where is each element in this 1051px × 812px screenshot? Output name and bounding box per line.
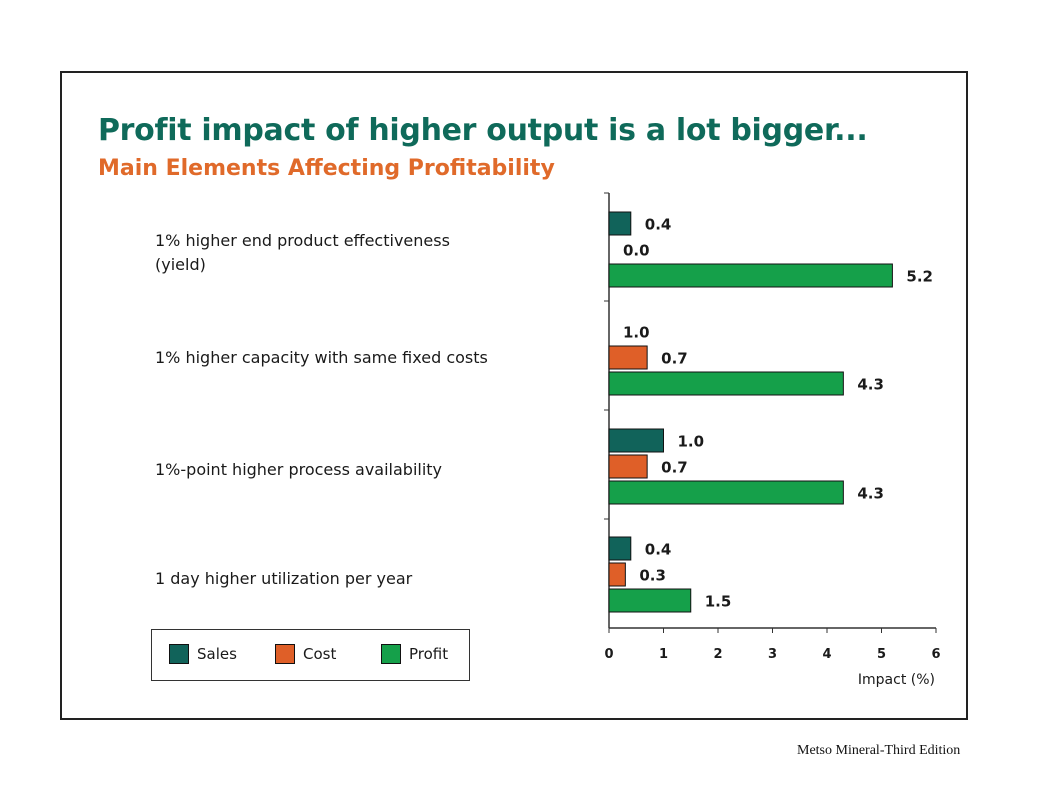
x-axis-label: Impact (%) bbox=[858, 672, 935, 688]
legend-label-sales: Sales bbox=[197, 645, 237, 663]
bar-profit bbox=[608, 588, 692, 613]
category-label-line: (yield) bbox=[155, 255, 206, 274]
category-label-utilization: 1 day higher utilization per year bbox=[155, 569, 413, 588]
bar-profit bbox=[608, 371, 844, 396]
bar-sales bbox=[608, 428, 664, 453]
legend-item-sales: Sales bbox=[169, 644, 237, 664]
x-tick-label: 6 bbox=[931, 647, 940, 662]
legend-swatch-cost bbox=[275, 644, 295, 664]
legend-swatch-sales bbox=[169, 644, 189, 664]
bar-profit bbox=[608, 263, 893, 288]
legend-swatch-profit bbox=[381, 644, 401, 664]
footer-source: Metso Mineral-Third Edition bbox=[797, 743, 961, 758]
data-label: 4.3 bbox=[857, 376, 884, 394]
data-label: 1.0 bbox=[623, 324, 650, 342]
data-label: 4.3 bbox=[857, 485, 884, 503]
data-label: 1.5 bbox=[705, 593, 732, 611]
bar-sales bbox=[608, 536, 632, 561]
legend-item-cost: Cost bbox=[275, 644, 336, 664]
legend-label-profit: Profit bbox=[409, 645, 449, 663]
x-tick-label: 0 bbox=[604, 647, 613, 662]
legend-label-cost: Cost bbox=[303, 645, 337, 663]
legend-item-profit: Profit bbox=[381, 644, 448, 664]
x-tick-label: 2 bbox=[713, 647, 722, 662]
data-label: 0.4 bbox=[645, 216, 672, 234]
data-label: 0.0 bbox=[623, 242, 650, 260]
bar-profit bbox=[608, 480, 844, 505]
data-label: 5.2 bbox=[906, 268, 933, 286]
x-tick-label: 4 bbox=[822, 647, 831, 662]
chart-subtitle: Main Elements Affecting Profitability bbox=[98, 156, 555, 181]
data-label: 0.7 bbox=[661, 350, 688, 368]
category-label-capacity: 1% higher capacity with same fixed costs bbox=[155, 348, 488, 367]
bar-sales bbox=[608, 211, 632, 236]
data-label: 0.4 bbox=[645, 541, 672, 559]
category-label-availability: 1%-point higher process availability bbox=[155, 460, 443, 479]
category-label-yield: 1% higher end product effectiveness (yie… bbox=[155, 229, 535, 277]
chart-title: Profit impact of higher output is a lot … bbox=[98, 113, 868, 148]
x-tick-label: 1 bbox=[659, 647, 668, 662]
x-tick-label: 5 bbox=[877, 647, 886, 662]
bar-cost bbox=[608, 562, 626, 587]
legend: Sales Cost Profit bbox=[151, 629, 470, 681]
chart-frame bbox=[60, 71, 968, 720]
data-label: 0.7 bbox=[661, 459, 688, 477]
data-label: 0.3 bbox=[639, 567, 666, 585]
bar-cost bbox=[608, 345, 648, 370]
bar-cost bbox=[608, 454, 648, 479]
x-tick-label: 3 bbox=[768, 647, 777, 662]
data-label: 1.0 bbox=[678, 433, 705, 451]
category-label-line: 1% higher end product effectiveness bbox=[155, 231, 450, 250]
